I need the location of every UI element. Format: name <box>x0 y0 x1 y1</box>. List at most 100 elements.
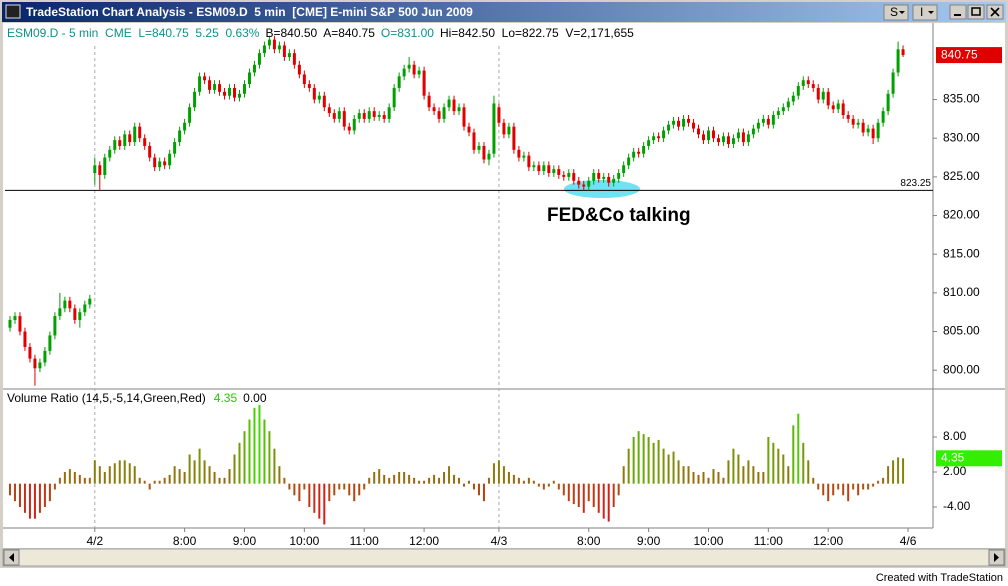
x-tick-label: 10:00 <box>289 534 319 548</box>
candle-body <box>746 134 750 143</box>
histogram-bar <box>667 454 670 484</box>
histogram-bar <box>677 460 680 484</box>
x-tick-label: 4/2 <box>86 534 103 548</box>
histogram-bar <box>213 472 216 484</box>
histogram-bar <box>592 483 595 507</box>
candle-body <box>866 128 870 133</box>
candle-body <box>367 111 371 119</box>
histogram-bar <box>567 483 570 502</box>
histogram-bar <box>18 483 21 507</box>
histogram-bar <box>477 483 480 496</box>
histogram-bar <box>183 472 186 484</box>
histogram-bar <box>448 466 451 484</box>
candle-body <box>98 165 102 175</box>
candle-body <box>642 145 646 154</box>
candle-body <box>38 362 42 369</box>
candle-body <box>761 118 765 123</box>
histogram-bar <box>138 477 141 484</box>
candle-body <box>577 180 581 185</box>
candle-body <box>657 136 661 139</box>
minimize-button[interactable] <box>949 4 967 20</box>
histogram-bar <box>722 477 725 484</box>
histogram-bar <box>802 442 805 484</box>
candle-body <box>891 72 895 94</box>
candle-body <box>33 358 37 369</box>
status-item: ESM09.D - 5 min CME L=840.75 5.25 0.63% <box>7 26 260 40</box>
candle-body <box>103 157 107 175</box>
candle-body <box>457 107 461 112</box>
candle-body <box>502 122 506 135</box>
candle-body <box>477 145 481 150</box>
histogram-bar <box>707 477 710 484</box>
histogram-bar <box>787 466 790 484</box>
candle-body <box>677 120 681 127</box>
histogram-bar <box>143 480 146 484</box>
histogram-bar <box>717 472 720 484</box>
histogram-bar <box>368 477 371 484</box>
histogram-bar <box>98 466 101 484</box>
candle-body <box>896 49 900 73</box>
candle-body <box>48 335 52 351</box>
close-icon <box>990 7 1000 17</box>
histogram-bar <box>662 448 665 484</box>
candle-body <box>517 149 521 158</box>
histogram-bar <box>203 460 206 484</box>
candle-body <box>208 80 212 90</box>
maximize-icon <box>971 7 981 16</box>
candle-body <box>13 316 17 320</box>
histogram-bar <box>373 472 376 484</box>
y-tick-label: 800.00 <box>943 362 980 376</box>
histogram-bar <box>28 483 31 519</box>
histogram-bar <box>43 483 46 507</box>
candle-body <box>53 316 57 336</box>
candle-body <box>317 95 321 100</box>
candle-body <box>467 126 471 133</box>
histogram-bar <box>502 466 505 484</box>
candle-body <box>267 39 271 46</box>
candle-body <box>831 105 835 110</box>
candle-body <box>482 145 486 160</box>
histogram-bar <box>13 483 16 502</box>
histogram-bar <box>582 483 585 513</box>
candle-body <box>597 173 601 179</box>
style-button[interactable] <box>883 4 909 21</box>
histogram-bar <box>857 483 860 496</box>
histogram-bar <box>757 472 760 484</box>
candle-body <box>637 151 641 154</box>
histogram-bar <box>737 454 740 484</box>
histogram-bar <box>772 442 775 484</box>
histogram-bar <box>248 419 251 484</box>
histogram-bar <box>697 474 700 484</box>
histogram-bar <box>777 448 780 484</box>
histogram-bar <box>113 463 116 484</box>
histogram-bar <box>353 483 356 502</box>
histogram-bar <box>832 483 835 496</box>
candle-body <box>547 165 551 174</box>
candle-body <box>422 70 426 96</box>
window-title: TradeStation Chart Analysis - ESM09.D 5 … <box>26 5 473 19</box>
last-value-label: 4.35 <box>941 450 965 464</box>
insert-button[interactable] <box>912 4 938 21</box>
histogram-bar <box>393 474 396 484</box>
histogram-bar <box>492 463 495 484</box>
candle-body <box>442 107 446 119</box>
candle-body <box>397 76 401 88</box>
arrow-icon <box>994 553 999 562</box>
histogram-bar <box>168 474 171 484</box>
y-tick-label: 8.00 <box>943 429 967 443</box>
scrollbar[interactable] <box>2 548 1006 567</box>
candle-body <box>662 130 666 139</box>
candle-body <box>901 49 905 56</box>
candle-body <box>372 111 376 117</box>
histogram-bar <box>672 451 675 484</box>
histogram-bar <box>822 483 825 496</box>
candle-body <box>826 91 830 106</box>
histogram-bar <box>847 483 850 502</box>
candle-body <box>741 132 745 143</box>
candle-body <box>667 124 671 131</box>
candle-body <box>327 107 331 114</box>
histogram-bar <box>208 466 211 484</box>
maximize-button[interactable] <box>967 4 985 20</box>
footer: Created with TradeStation <box>876 572 1003 584</box>
histogram-bar <box>238 442 241 484</box>
